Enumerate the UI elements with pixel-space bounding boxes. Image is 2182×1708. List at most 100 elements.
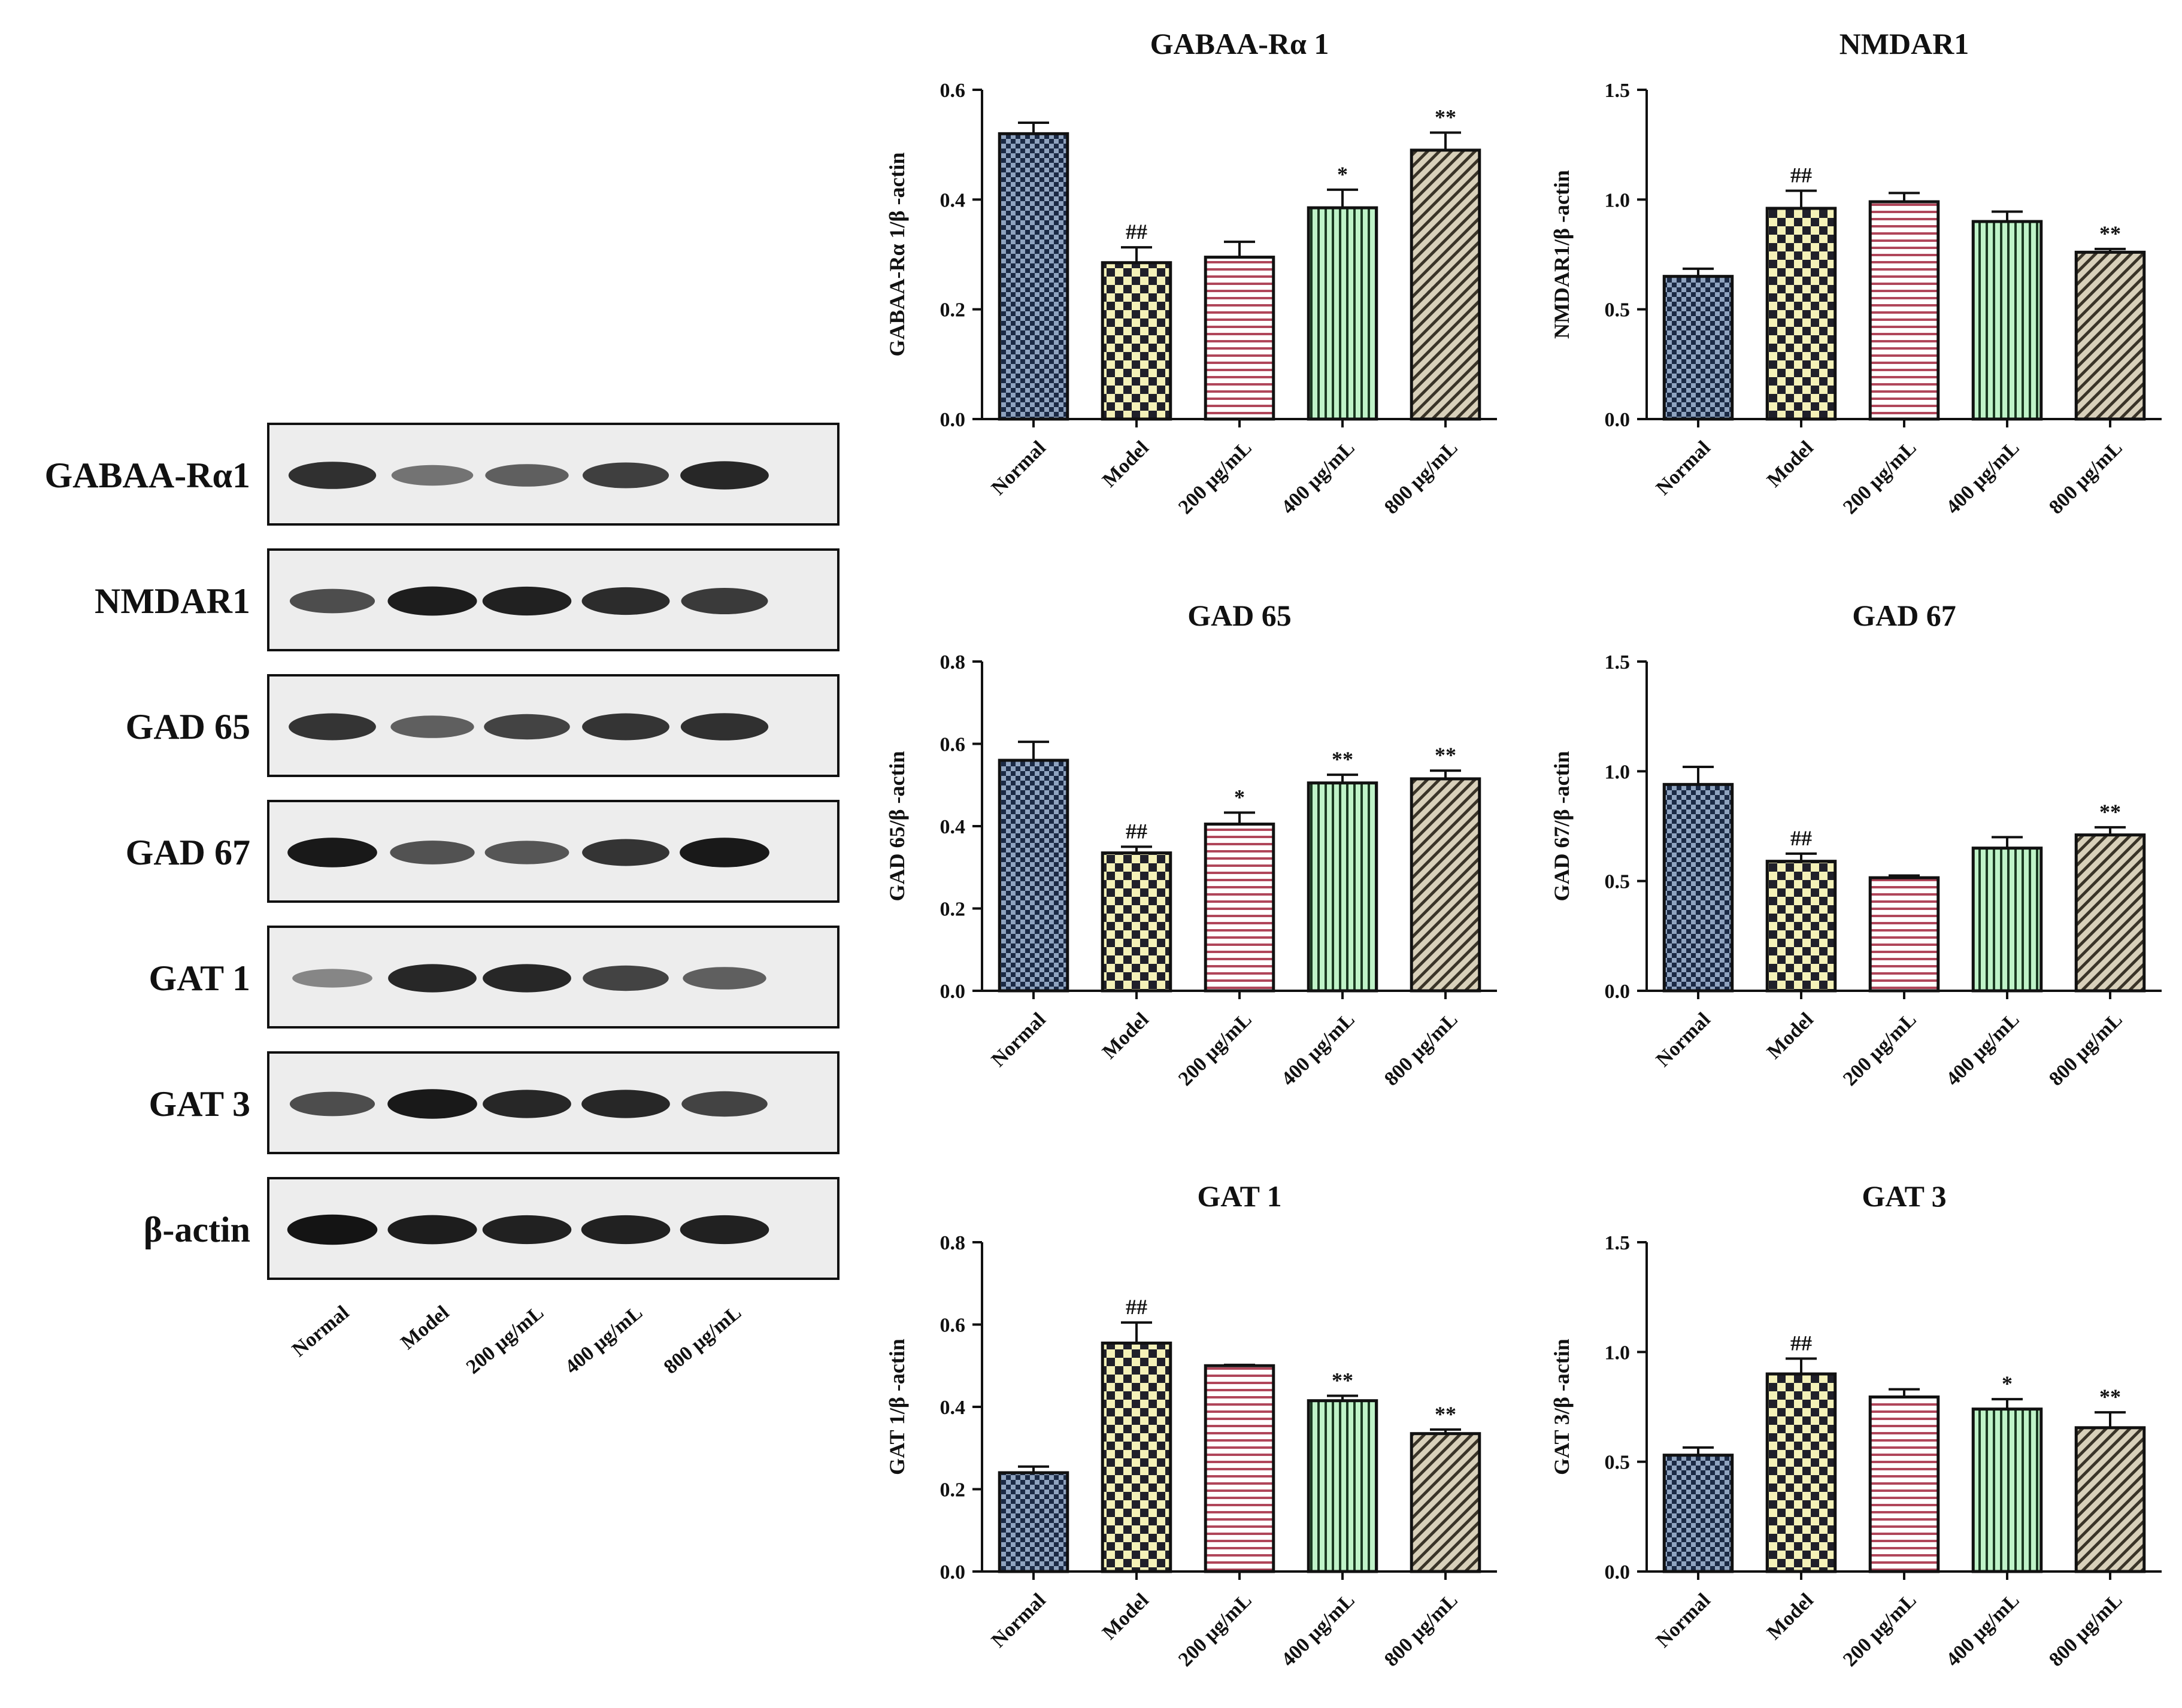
- significance-label: ##: [1126, 1295, 1147, 1319]
- blot-row: GAT 1: [149, 926, 840, 1029]
- blot-label: GABAA-Rα1: [45, 456, 250, 495]
- blot-band: [582, 839, 669, 866]
- bar: [1101, 851, 1172, 993]
- blot-band: [387, 586, 477, 616]
- western-blot-panel: GABAA-Rα1 NMDAR1 GAD 65 GAD 67 GAT 1 GAT 3 β-a…: [45, 423, 840, 1379]
- chart-panel: GAD 65 0.0 0.2 0.4 0.6 0.8 GAD 65/β -actin Norm…: [885, 599, 1497, 1090]
- bar: [2074, 250, 2146, 421]
- y-axis-label: GAD 67/β -actin: [1550, 751, 1574, 902]
- blot-row: NMDAR1: [95, 548, 840, 651]
- significance-label: **: [2099, 222, 2121, 245]
- blot-row: GAD 67: [126, 800, 840, 903]
- bar: [1101, 261, 1172, 421]
- x-tick-label: 800 μg/mL: [1380, 1589, 1462, 1671]
- y-tick-label: 1.0: [1605, 761, 1631, 783]
- blot-band: [287, 838, 377, 867]
- y-tick-label: 1.5: [1605, 1232, 1631, 1254]
- x-tick-label: Normal: [987, 1008, 1050, 1071]
- blot-band: [482, 1215, 572, 1245]
- blot-band: [681, 588, 768, 614]
- y-axis-label: GAT 1/β -actin: [885, 1339, 909, 1475]
- significance-label: **: [1435, 1402, 1456, 1426]
- bar: [2074, 833, 2146, 993]
- x-tick-label: Model: [1098, 436, 1153, 492]
- blot-band: [680, 1215, 769, 1245]
- x-tick-label: 400 μg/mL: [1277, 1008, 1359, 1090]
- x-tick-label: 800 μg/mL: [1380, 1008, 1462, 1090]
- x-tick-label: 200 μg/mL: [1839, 436, 1921, 518]
- y-tick-label: 0.0: [940, 1561, 966, 1583]
- blot-label: GAT 3: [149, 1084, 250, 1124]
- x-tick-label: Model: [1763, 436, 1818, 492]
- y-tick-label: 0.0: [940, 981, 966, 1003]
- blot-band: [289, 588, 375, 614]
- bar-charts-panel: GABAA-Rα 1 0.0 0.2 0.4 0.6 GABAA-Rα 1/β -acti…: [885, 27, 2162, 1671]
- bar: [998, 759, 1069, 993]
- x-tick-label: Normal: [1652, 1008, 1715, 1071]
- blot-lane-label: 800 μg/mL: [660, 1302, 745, 1379]
- x-tick-label: 200 μg/mL: [1174, 436, 1256, 518]
- y-tick-label: 0.4: [940, 1397, 966, 1419]
- y-tick-label: 0.6: [940, 734, 966, 756]
- y-tick-label: 0.5: [1605, 871, 1631, 893]
- bar: [1204, 823, 1275, 993]
- blot-row: GAD 65: [126, 674, 840, 777]
- bar: [1868, 876, 1940, 993]
- blot-band: [484, 841, 569, 864]
- blot-row: GABAA-Rα1: [45, 423, 840, 526]
- blot-lane-label: 200 μg/mL: [462, 1302, 548, 1379]
- significance-label: ##: [1790, 163, 1812, 187]
- bar: [998, 132, 1069, 421]
- blot-row: β-actin: [144, 1177, 840, 1280]
- bar: [1662, 782, 1734, 993]
- x-tick-label: 800 μg/mL: [2045, 436, 2127, 518]
- bar: [1307, 1399, 1378, 1573]
- blot-band: [288, 462, 377, 489]
- x-tick-label: Normal: [1652, 436, 1715, 499]
- y-tick-label: 0.6: [940, 80, 966, 102]
- x-tick-label: Model: [1098, 1008, 1153, 1063]
- chart-panel: GABAA-Rα 1 0.0 0.2 0.4 0.6 GABAA-Rα 1/β -acti…: [885, 27, 1497, 518]
- y-tick-label: 0.0: [1605, 981, 1631, 1003]
- y-axis-label: GAT 3/β -actin: [1550, 1339, 1574, 1475]
- bar: [1410, 148, 1481, 421]
- bar: [1204, 256, 1275, 421]
- significance-label: *: [1234, 785, 1245, 809]
- x-tick-label: Model: [1763, 1589, 1818, 1644]
- bar: [1410, 1432, 1481, 1573]
- y-tick-label: 0.8: [940, 1232, 966, 1254]
- x-tick-label: 400 μg/mL: [1277, 1589, 1359, 1671]
- bar: [2074, 1426, 2146, 1573]
- significance-label: **: [2099, 1385, 2121, 1409]
- y-tick-label: 0.4: [940, 816, 966, 838]
- blot-band: [582, 462, 669, 489]
- blot-label: β-actin: [144, 1210, 250, 1249]
- bar: [1971, 220, 2043, 421]
- blot-band: [581, 1215, 671, 1245]
- chart-title: GABAA-Rα 1: [1150, 27, 1329, 60]
- y-axis-label: NMDAR1/β -actin: [1550, 170, 1574, 339]
- x-tick-label: 200 μg/mL: [1174, 1008, 1256, 1090]
- blot-band: [581, 1090, 670, 1118]
- significance-label: ##: [1126, 819, 1147, 843]
- blot-label: GAD 65: [126, 707, 250, 747]
- bar: [1204, 1364, 1275, 1573]
- x-tick-label: Normal: [987, 1589, 1050, 1652]
- blot-band: [683, 967, 766, 990]
- bar: [1101, 1341, 1172, 1573]
- y-tick-label: 0.2: [940, 1479, 966, 1501]
- blot-lane-label: Model: [396, 1302, 453, 1354]
- blot-band: [582, 713, 669, 741]
- y-tick-label: 1.5: [1605, 651, 1631, 674]
- bar: [1971, 847, 2043, 993]
- x-tick-label: Normal: [1652, 1589, 1715, 1652]
- blot-band: [680, 461, 769, 490]
- blot-label: GAT 1: [149, 958, 250, 998]
- blot-band: [390, 715, 474, 738]
- significance-label: ##: [1126, 220, 1147, 244]
- bar: [1662, 275, 1734, 421]
- blot-band: [388, 964, 477, 993]
- bar: [1868, 200, 1940, 421]
- chart-panel: GAT 1 0.0 0.2 0.4 0.6 0.8 GAT 1/β -actin Normal…: [885, 1179, 1497, 1671]
